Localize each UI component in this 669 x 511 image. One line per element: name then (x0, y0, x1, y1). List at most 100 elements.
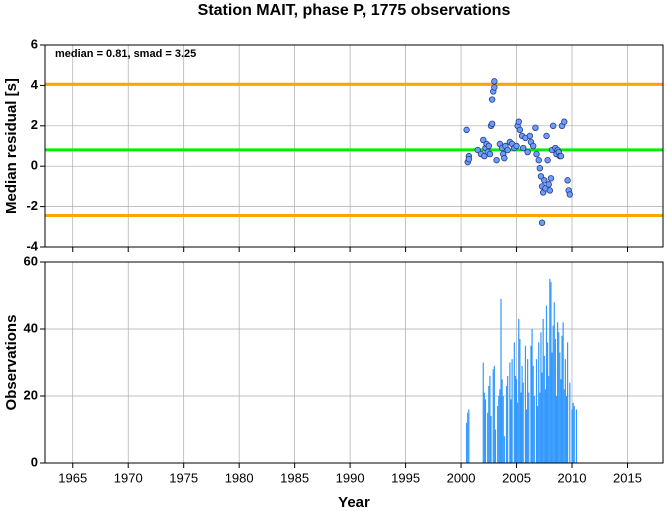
point (486, 150, 494, 158)
x-tick-label: 1965 (58, 470, 87, 485)
bar (466, 422, 468, 463)
bar (543, 355, 545, 463)
bar (531, 329, 533, 463)
point (532, 124, 539, 132)
bar (537, 406, 539, 463)
x-tick-label: 2000 (447, 470, 476, 485)
point (564, 177, 571, 184)
bar (539, 392, 541, 463)
point (513, 142, 520, 150)
bar (566, 342, 569, 463)
bar (542, 318, 544, 463)
bar (500, 298, 502, 463)
point (537, 173, 545, 180)
y-tick-label: -4 (26, 238, 38, 253)
annotation: median = 0.81, smad = 3.25 (55, 48, 196, 60)
bar (558, 332, 560, 463)
point (488, 120, 496, 127)
x-tick-label: 1975 (169, 470, 198, 485)
point (481, 152, 488, 160)
x-tick-label: 1995 (391, 470, 420, 485)
bar (538, 342, 540, 463)
bar (554, 339, 556, 463)
bar (509, 362, 511, 463)
bar (467, 412, 469, 463)
bar (553, 302, 555, 463)
point (491, 84, 498, 91)
bar (564, 359, 566, 463)
plot-frame (44, 44, 664, 248)
bar (505, 385, 508, 463)
bar (518, 318, 520, 463)
x-tick-label: 1980 (225, 470, 254, 485)
bar (520, 392, 522, 463)
y-tick-label: 0 (31, 158, 38, 173)
bar (510, 399, 512, 463)
point (544, 156, 551, 164)
point (520, 144, 527, 152)
point (515, 118, 522, 125)
y-axis-label: Observations (3, 315, 20, 411)
bar (498, 396, 500, 463)
point (536, 165, 544, 172)
point (485, 142, 493, 150)
bar (544, 389, 546, 463)
bar (488, 385, 490, 463)
bar (524, 345, 527, 463)
x-axis-label: Year (338, 494, 370, 511)
y-tick-label: 0 (31, 454, 38, 469)
bar (555, 396, 558, 463)
bar (571, 409, 573, 463)
y-tick-label: 40 (24, 320, 38, 335)
bar (549, 278, 551, 463)
point (545, 181, 552, 188)
bar (547, 342, 549, 463)
bar (535, 359, 538, 463)
point (546, 187, 554, 194)
x-tick-label: 2010 (558, 470, 587, 485)
point (465, 155, 473, 163)
bar (502, 396, 504, 463)
bar (573, 406, 575, 463)
point (533, 150, 540, 158)
bar (569, 382, 571, 463)
bar (548, 375, 550, 463)
bar (507, 375, 509, 463)
bar (540, 332, 542, 463)
bar (482, 362, 484, 463)
bar (563, 389, 565, 463)
point (474, 146, 481, 154)
bar (556, 322, 559, 463)
y-tick-label: 60 (24, 253, 38, 268)
bar (541, 372, 543, 463)
bar (575, 409, 578, 463)
chart-title: Station MAIT, phase P, 1775 observations (198, 2, 511, 19)
bar (492, 369, 494, 463)
bar (559, 352, 561, 463)
bar (552, 325, 554, 463)
bar (503, 436, 505, 463)
bar (499, 389, 501, 463)
y-tick-label: 6 (31, 36, 38, 51)
bar (561, 335, 563, 463)
bar (497, 406, 499, 463)
point (501, 154, 508, 162)
point (566, 191, 574, 198)
bar (565, 396, 568, 463)
bar (489, 375, 491, 463)
bar (484, 399, 487, 463)
bar (517, 402, 519, 463)
bar (525, 409, 528, 463)
point (547, 175, 555, 182)
point (516, 126, 524, 134)
point (561, 118, 568, 125)
bar (468, 409, 470, 463)
bar (532, 365, 534, 463)
point (557, 152, 565, 160)
bar (487, 412, 489, 463)
bar (527, 359, 529, 463)
bar (562, 322, 564, 463)
y-tick-label: 20 (24, 387, 38, 402)
point (524, 148, 531, 156)
